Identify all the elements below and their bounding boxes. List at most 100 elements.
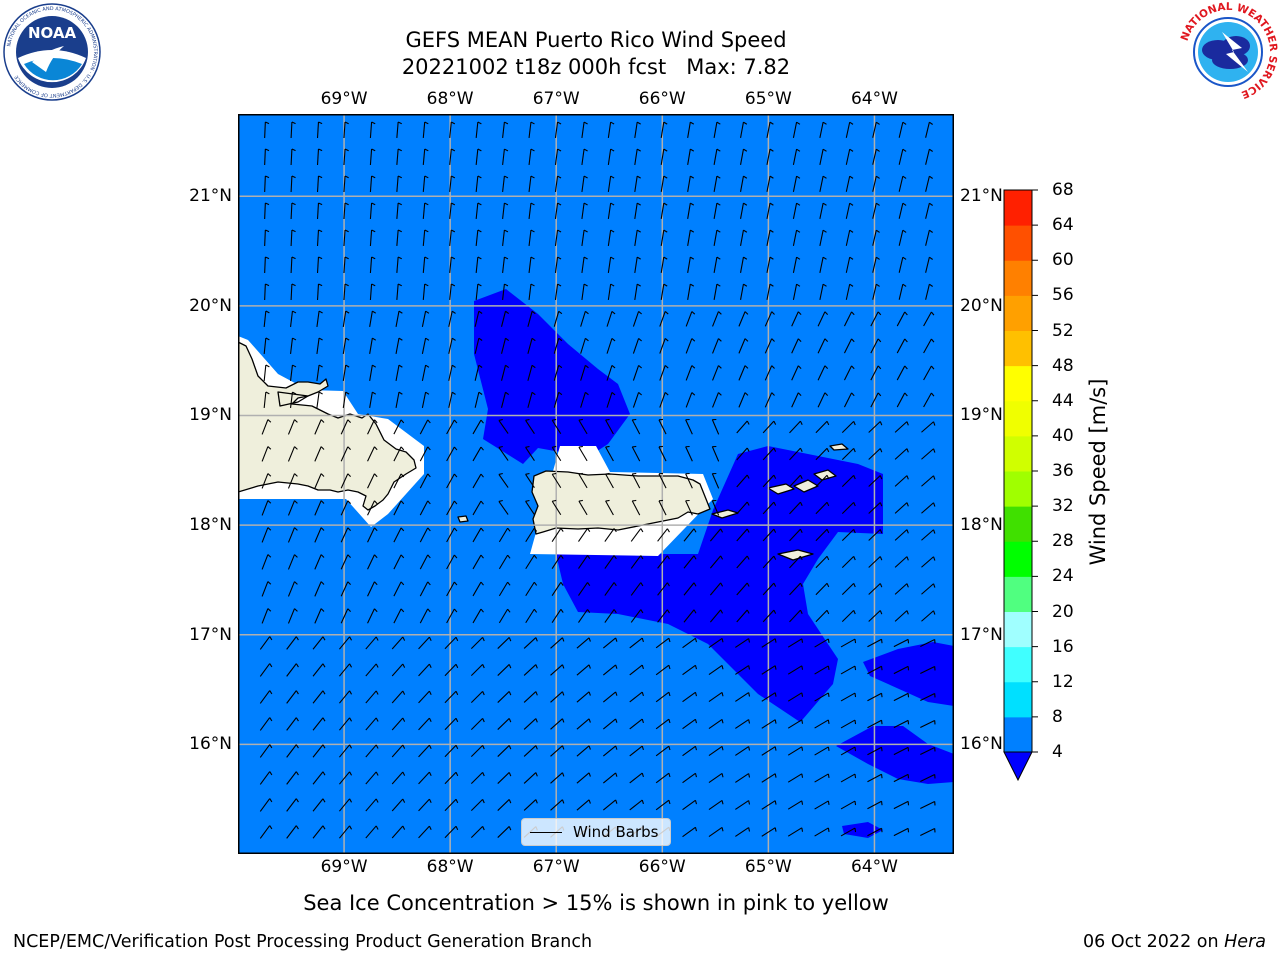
wind-barb [264,148,270,166]
wind-barb [602,637,618,649]
wind-barb [845,175,854,192]
lat-tick-left: 17°N [189,624,232,645]
wind-barb [286,771,299,785]
wind-barb [316,121,323,139]
wind-barb [472,473,484,489]
wind-barb [418,771,432,785]
wind-barb [419,527,431,543]
wind-barb [870,365,882,381]
wind-barb [894,610,909,622]
wind-barb [502,148,509,166]
wind-barb [766,202,774,219]
wind-barb [814,827,830,837]
wind-barb [872,229,880,246]
wind-barb [338,744,353,758]
wind-barb [921,475,936,487]
wind-barb [312,663,326,677]
wind-barb [290,148,296,166]
wind-barb [841,475,856,487]
wind-barb [340,473,351,489]
wind-barb [893,746,910,756]
wind-barb [602,691,618,703]
wind-barb [550,637,565,649]
wind-barb [264,121,270,139]
wind-barb [687,283,695,300]
wind-barb [867,665,883,675]
wind-barb [497,664,512,676]
wind-barb [419,419,431,435]
wind-barb [367,554,378,570]
colorbar-level-label: 8 [1052,706,1063,727]
wind-barb [365,798,379,812]
wind-barb [314,554,325,570]
wind-barb [658,418,667,435]
wind-barb [657,609,670,623]
wind-barb [921,421,936,433]
wind-barb [393,446,405,462]
wind-barb [264,256,270,274]
wind-barb [472,608,484,624]
wind-barb [367,500,378,516]
wind-barb [685,499,693,516]
wind-barb [393,581,405,597]
wind-barb [554,148,562,166]
wind-barb [841,502,856,514]
wind-barb [444,636,459,650]
wind-barb [365,663,379,677]
wind-barb [766,175,774,192]
wind-barb [421,391,430,408]
wind-barb [472,419,484,435]
lat-tick-right: 19°N [960,405,1003,426]
wind-barb [343,256,349,274]
wind-barb [735,746,751,756]
wind-barb [290,283,296,301]
wind-barb [264,202,270,220]
wind-barb [369,229,376,247]
wind-barb [764,365,775,381]
wind-barb [870,311,882,327]
wind-barb [261,473,272,489]
wind-barb [708,718,724,730]
wind-barb [418,717,432,731]
colorbar-level-label: 4 [1052,742,1063,762]
wind-barb [550,799,565,811]
wind-barb [660,256,668,273]
wind-barb [421,310,430,327]
wind-barb [287,500,298,516]
wind-barb [263,337,270,355]
wind-barb [711,499,720,516]
wind-barb [498,472,509,488]
wind-barb [868,448,883,460]
wind-barb [792,256,801,273]
wind-barb [312,690,326,704]
wind-barb [418,663,432,677]
wind-barb [446,446,458,462]
wind-barb [444,798,459,812]
wind-barb [314,500,325,516]
wind-barb [369,148,376,166]
wind-barb [817,338,829,354]
wind-barb [792,229,801,246]
wind-barb [553,391,563,408]
wind-barb [819,175,827,192]
wind-barb [713,229,721,246]
wind-barb [708,691,724,703]
wind-barb [444,690,459,704]
land-hispaniola [238,341,417,511]
wind-barb [472,500,484,516]
wind-barb [551,499,562,516]
wind-barb [474,391,483,408]
wind-barb [761,665,777,675]
wind-barb [551,608,564,623]
wind-barb [551,581,564,596]
wind-barb [682,772,698,784]
wind-barb [528,283,535,301]
wind-barb [340,608,351,624]
wind-barb [523,691,538,703]
wind-barb [316,283,323,301]
wind-barb [607,256,615,273]
wind-barb [762,609,777,623]
wind-barb [419,554,431,570]
wind-barb [792,175,801,192]
wind-barb [289,364,297,382]
